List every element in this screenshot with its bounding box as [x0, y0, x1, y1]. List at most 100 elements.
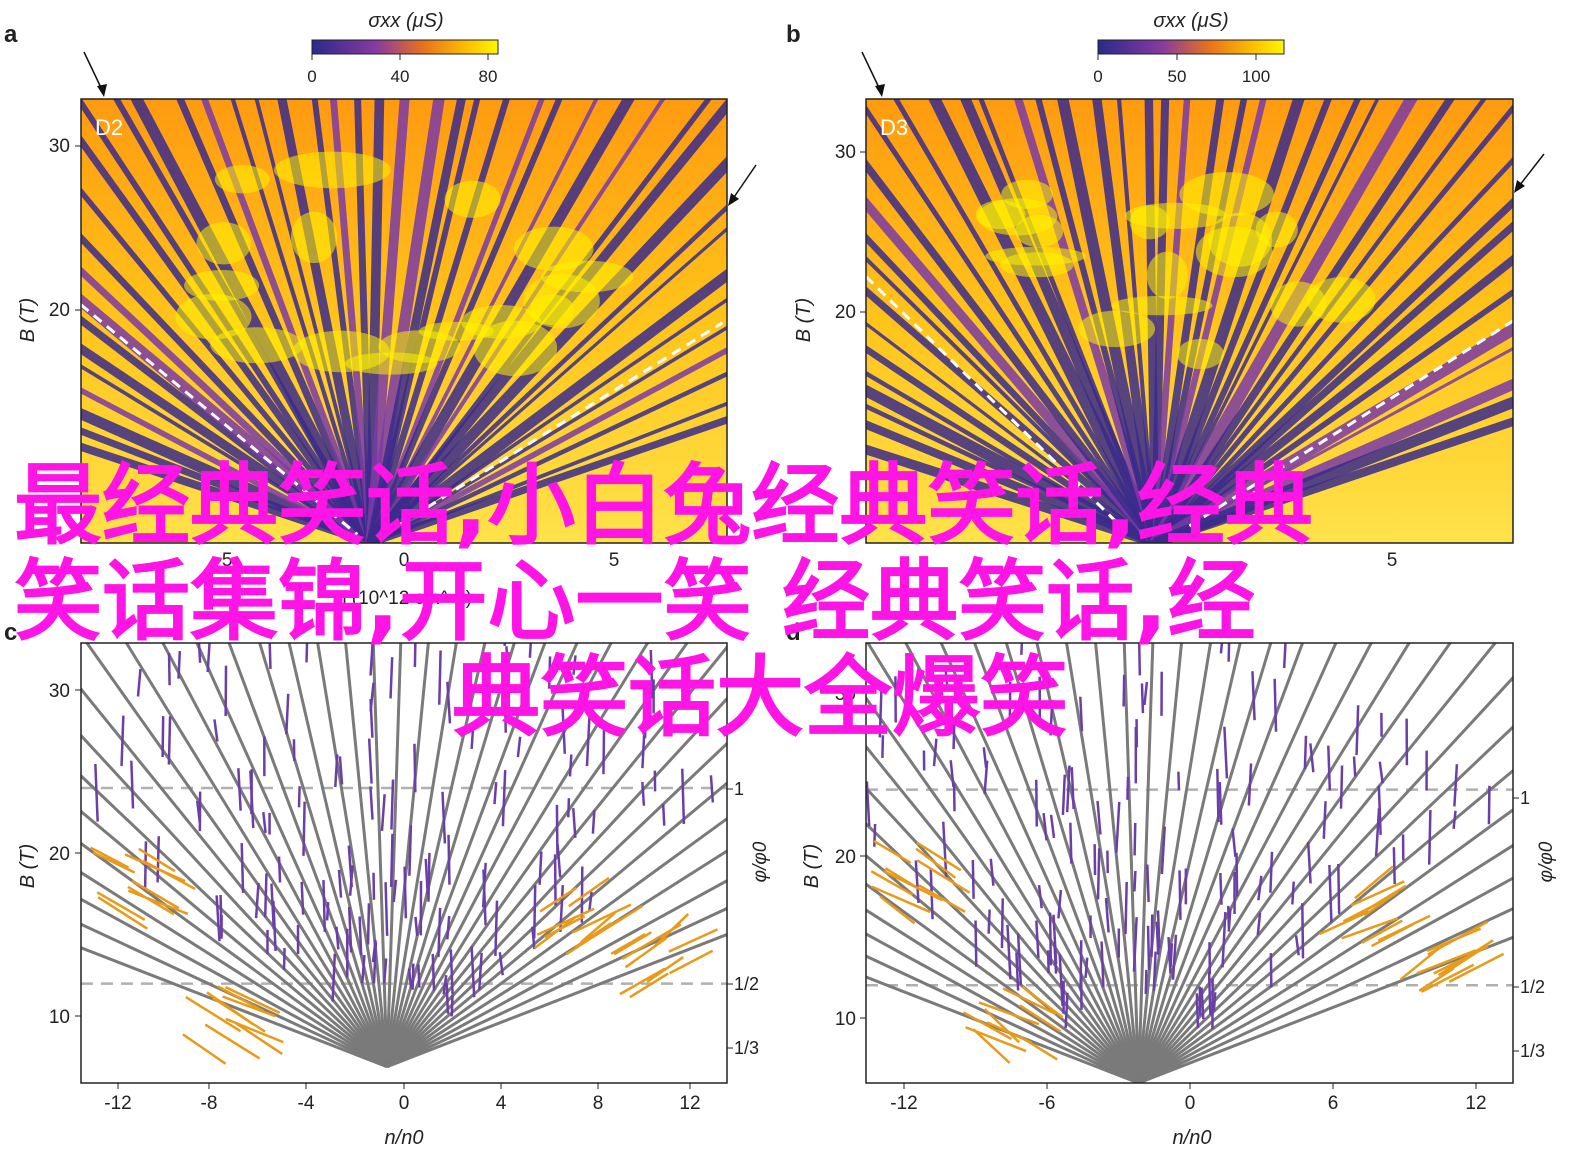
fan-line — [385, 643, 516, 1068]
orange-segment — [1318, 910, 1370, 936]
purple-segment — [177, 651, 182, 679]
purple-segment — [282, 948, 286, 970]
purple-segment — [1152, 951, 1157, 991]
purple-segment — [389, 833, 394, 887]
heatmap-stripe — [866, 233, 1158, 543]
orange-segment — [217, 985, 265, 1013]
heatmap-stripe — [369, 226, 727, 543]
heatmap-stripe — [1150, 99, 1170, 543]
purple-segment — [1015, 952, 1020, 991]
purple-segment — [482, 869, 487, 926]
orange-segment — [536, 907, 595, 936]
orange-segment — [610, 932, 646, 955]
purple-segment — [1141, 615, 1142, 639]
orange-segment — [1433, 945, 1489, 975]
purple-segment — [1037, 884, 1043, 909]
heatmap-stripe — [1116, 99, 1158, 543]
orange-segment — [580, 911, 616, 944]
heatmap-stripe — [1152, 197, 1513, 543]
purple-segment — [366, 903, 371, 945]
heatmap-stripe — [866, 286, 1158, 543]
heatmap-stripe — [367, 99, 563, 543]
purple-segment — [1115, 801, 1121, 853]
orange-segment — [1448, 952, 1505, 983]
purple-segment — [1132, 917, 1138, 972]
orange-segment — [185, 995, 242, 1033]
y-tick-c-10: 10 — [49, 1007, 70, 1028]
fan-line — [81, 809, 388, 1068]
purple-segment — [572, 655, 577, 675]
fan-line — [385, 643, 403, 1067]
heatmap-hotspot — [344, 352, 438, 375]
heatmap-stripe — [81, 266, 373, 543]
orange-segment — [1341, 917, 1399, 940]
orange-segment — [92, 851, 136, 874]
fan-line — [866, 932, 1140, 1083]
purple-segment — [709, 775, 715, 803]
purple-segment — [661, 803, 666, 826]
colorbar-b — [1097, 39, 1285, 55]
colorbar-a-title: σxx (μS) — [368, 10, 443, 32]
purple-segment — [1392, 847, 1396, 885]
fan-line — [385, 643, 430, 1067]
fan-line — [866, 821, 1140, 1083]
purple-segment — [372, 941, 378, 984]
purple-segment — [531, 926, 536, 950]
colorbar-a-tick-2: 80 — [479, 67, 498, 86]
heatmap-hotspot — [214, 165, 270, 194]
purple-segment — [130, 760, 135, 809]
purple-segment — [556, 844, 562, 878]
orange-segment — [127, 885, 175, 916]
orange-segment — [182, 1033, 227, 1065]
purple-segment — [300, 881, 305, 915]
colorbar-a-tick-0: 0 — [307, 67, 316, 86]
heatmap-hotspot — [444, 180, 501, 218]
purple-segment — [161, 716, 165, 757]
orange-segment — [138, 847, 176, 873]
heatmap-stripe — [81, 232, 374, 543]
heatmap-stripe — [81, 293, 375, 543]
heatmap-hotspot — [1176, 338, 1224, 370]
purple-segment — [1156, 910, 1161, 949]
purple-segment — [1104, 897, 1110, 933]
purple-segment — [528, 643, 532, 658]
heatmap-hotspot — [461, 305, 542, 339]
purple-segment — [1049, 700, 1054, 736]
purple-segment — [1303, 735, 1308, 770]
purple-segment — [987, 909, 991, 934]
purple-segment — [1124, 881, 1128, 935]
fan-line — [385, 643, 579, 1068]
heatmap-hotspot — [1015, 214, 1064, 248]
orange-segment — [225, 1017, 284, 1044]
purple-segment — [1227, 643, 1231, 662]
purple-segment — [427, 852, 431, 902]
heatmap-hotspot — [175, 293, 252, 340]
heatmap-stripe — [367, 268, 727, 543]
orange-segment — [1350, 880, 1405, 907]
panel-d: 30 20 10 B (T) -12 -6 0 6 12 n/n0 1 1/2 … — [801, 615, 1557, 1149]
fan-line — [1094, 643, 1141, 1083]
fan-line — [1137, 807, 1513, 1083]
purple-segment — [249, 770, 255, 829]
purple-segment — [1247, 763, 1253, 806]
purple-segment — [380, 794, 386, 832]
orange-segment — [206, 991, 254, 1026]
purple-segment — [1301, 903, 1305, 959]
purple-segment — [335, 926, 340, 950]
heatmap-stripe — [230, 99, 373, 543]
orange-segment — [1427, 920, 1489, 956]
purple-segment — [1327, 745, 1332, 791]
orange-segment — [89, 846, 130, 869]
purple-segment — [209, 623, 212, 642]
x-tick-a-5: 5 — [609, 550, 620, 571]
fan-line — [81, 922, 388, 1069]
heatmap-hotspot — [273, 151, 391, 189]
right-axis-d: 1 1/2 1/3 φ/φ0 — [1513, 788, 1557, 1061]
purple-segment — [305, 643, 309, 663]
heatmap-hotspot — [210, 327, 304, 364]
purple-segment — [585, 711, 591, 767]
purple-segment — [449, 949, 454, 995]
x-ticks-b: 5 — [1387, 550, 1398, 571]
orange-segment — [574, 922, 612, 949]
fan-line — [939, 643, 1140, 1083]
